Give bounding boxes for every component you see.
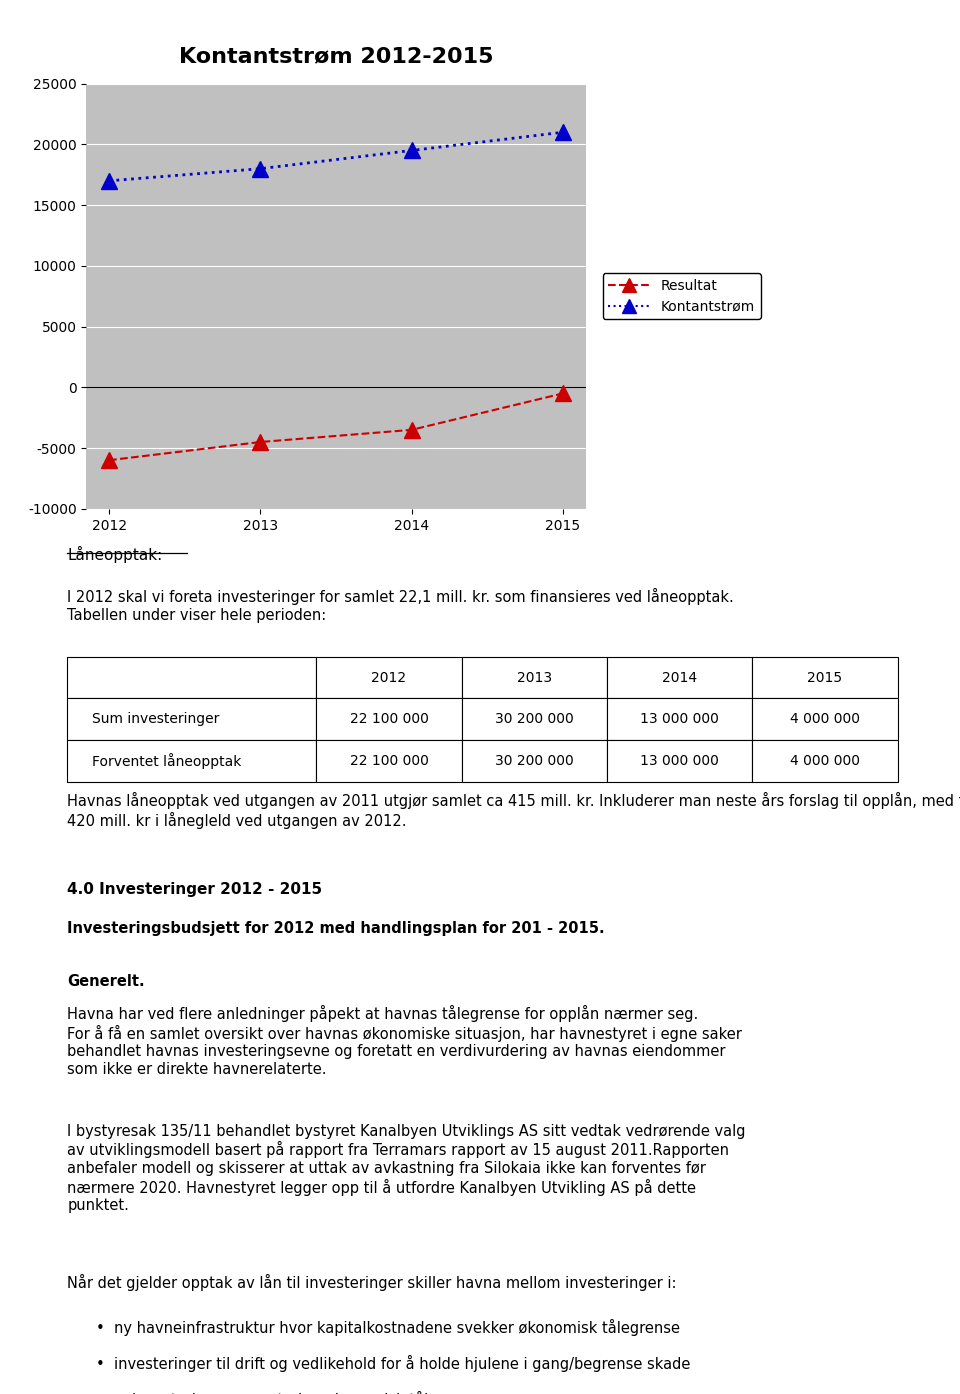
Text: I bystyresak 135/11 behandlet bystyret Kanalbyen Utviklings AS sitt vedtak vedrø: I bystyresak 135/11 behandlet bystyret K… — [67, 1124, 746, 1213]
Text: Låneopptak:: Låneopptak: — [67, 546, 162, 563]
Text: I 2012 skal vi foreta investeringer for samlet 22,1 mill. kr. som finansieres ve: I 2012 skal vi foreta investeringer for … — [67, 588, 734, 623]
Text: •  ny havneinfrastruktur hvor kapitalkostnadene svekker økonomisk tålegrense: • ny havneinfrastruktur hvor kapitalkost… — [96, 1319, 680, 1335]
Text: Havna har ved flere anledninger påpekt at havnas tålegrense for opplån nærmer se: Havna har ved flere anledninger påpekt a… — [67, 1005, 742, 1076]
Text: Investeringsbudsjett for 2012 med handlingsplan for 201 - 2015.: Investeringsbudsjett for 2012 med handli… — [67, 921, 605, 937]
Text: Når det gjelder opptak av lån til investeringer skiller havna mellom investering: Når det gjelder opptak av lån til invest… — [67, 1274, 677, 1291]
Title: Kontantstrøm 2012-2015: Kontantstrøm 2012-2015 — [179, 47, 493, 67]
Text: Havnas låneopptak ved utgangen av 2011 utgjør samlet ca 415 mill. kr. Inkluderer: Havnas låneopptak ved utgangen av 2011 u… — [67, 792, 960, 828]
Legend: Resultat, Kontantstrøm: Resultat, Kontantstrøm — [603, 273, 760, 319]
Text: Generelt.: Generelt. — [67, 974, 145, 990]
Text: •  investeringer til drift og vedlikehold for å holde hjulene i gang/begrense sk: • investeringer til drift og vedlikehold… — [96, 1355, 690, 1372]
Text: 4.0 Investeringer 2012 - 2015: 4.0 Investeringer 2012 - 2015 — [67, 882, 323, 898]
Text: •  nyinvesteringer som styrker økonomisk tålegrense: • nyinvesteringer som styrker økonomisk … — [96, 1391, 488, 1394]
